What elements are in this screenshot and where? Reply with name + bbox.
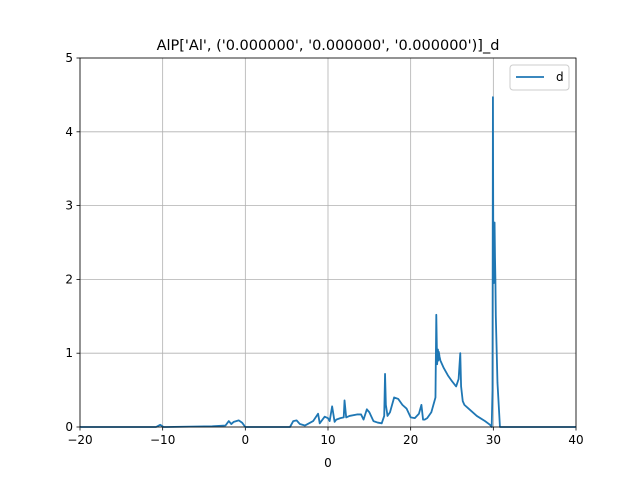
y-tick-label: 5 — [65, 51, 73, 65]
x-tick-label: −20 — [67, 433, 92, 447]
chart-title: AlP['Al', ('0.000000', '0.000000', '0.00… — [157, 38, 500, 54]
x-tick-label: 40 — [568, 433, 583, 447]
legend-label: d — [556, 70, 564, 84]
x-axis-label: 0 — [324, 456, 332, 470]
y-tick-label: 4 — [65, 125, 73, 139]
legend: d — [509, 64, 570, 91]
x-tick-label: −10 — [150, 433, 175, 447]
y-tick-label: 3 — [65, 199, 73, 213]
plot-frame — [79, 57, 577, 428]
y-tick-label: 0 — [65, 420, 73, 434]
x-tick-label: 20 — [403, 433, 418, 447]
y-tick-label: 1 — [65, 346, 73, 360]
tick-labels: −20 −10 0 10 20 30 40 0 1 2 3 4 5 — [65, 51, 583, 447]
series-line-d — [80, 96, 576, 428]
x-tick-label: 10 — [320, 433, 335, 447]
x-tick-label: 0 — [242, 433, 250, 447]
x-tick-label: 30 — [486, 433, 501, 447]
y-tick-label: 2 — [65, 272, 73, 286]
series-group — [80, 96, 576, 428]
